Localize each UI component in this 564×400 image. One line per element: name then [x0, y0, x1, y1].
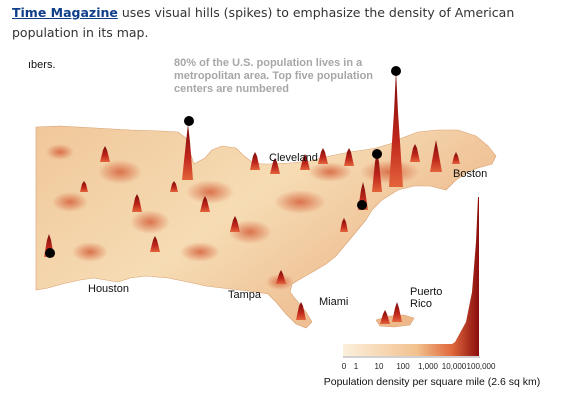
marker-philadelphia — [372, 149, 382, 159]
marker-new-york — [391, 66, 401, 76]
caption-text: uses visual hills (spikes) to emphasize … — [12, 5, 515, 40]
population-center-markers — [45, 66, 401, 258]
density-blotches — [46, 144, 420, 290]
time-magazine-link[interactable]: Time Magazine — [12, 5, 118, 20]
spike-philadelphia — [372, 152, 382, 192]
population-density-map: ıbers. 80% of the U.S. population lives … — [0, 52, 564, 400]
city-label-houston: Houston — [88, 283, 129, 295]
legend-ticks: 0 1 10 100 1,000 10,000 100,000 — [340, 362, 505, 374]
city-label-tampa: Tampa — [228, 289, 262, 301]
legend-tick: 10,000 — [441, 362, 467, 371]
legend-curve — [343, 197, 479, 356]
map-annotation: 80% of the U.S. population lives in a me… — [174, 57, 374, 95]
legend-tick: 1,000 — [417, 362, 439, 371]
legend-tick: 0 — [341, 362, 347, 371]
marker-washington — [357, 200, 367, 210]
city-label-cleveland: Cleveland — [269, 152, 318, 164]
lake-michigan — [190, 128, 222, 156]
puerto-rico-line-1: Puerto — [410, 286, 443, 298]
marker-chicago — [184, 116, 194, 126]
marker-houston — [45, 248, 55, 258]
city-label-boston: Boston — [453, 168, 488, 180]
lake-erie — [262, 144, 310, 156]
spike-boston — [430, 140, 442, 172]
city-label-miami: Miami — [319, 296, 349, 308]
legend-title: Population density per square mile (2.6 … — [323, 376, 541, 388]
legend-tick: 1 — [353, 362, 359, 371]
caption: Time Magazine uses visual hills (spikes)… — [12, 3, 552, 43]
spike-new-york — [389, 70, 403, 187]
clipped-text-fragment: ıbers. — [28, 59, 56, 71]
spike-chicago — [182, 124, 193, 180]
lake-ontario — [330, 136, 360, 146]
legend-tick: 10 — [374, 362, 384, 371]
population-spikes — [44, 70, 460, 324]
city-label-puerto-rico: Puerto Rico — [410, 286, 442, 310]
legend-tick: 100 — [396, 362, 410, 371]
legend-tick: 100,000 — [466, 362, 496, 371]
puerto-rico-line-2: Rico — [410, 298, 433, 310]
map-graphic — [35, 66, 497, 358]
